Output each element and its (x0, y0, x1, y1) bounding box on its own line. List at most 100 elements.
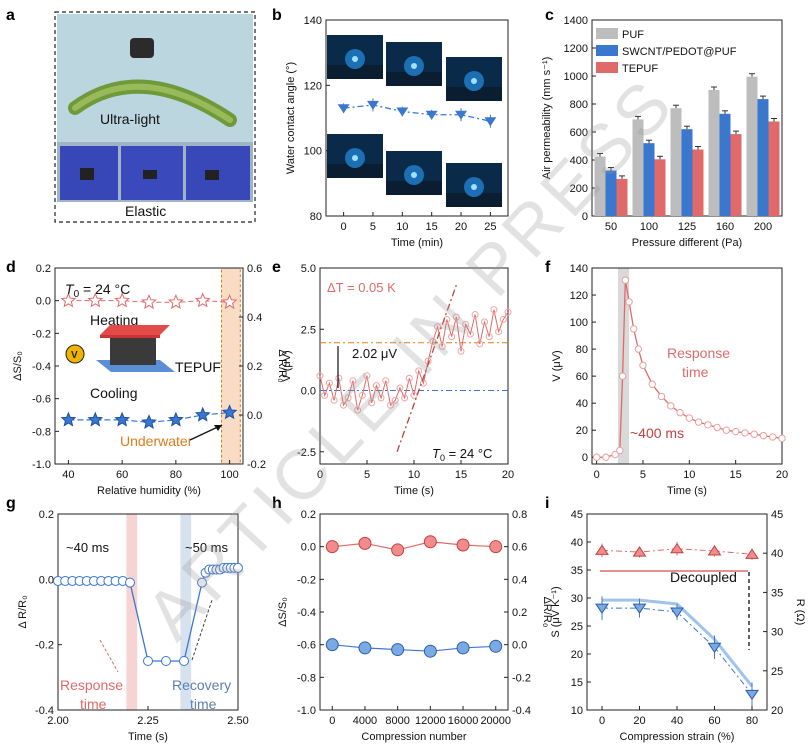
y2-tick-label: 0.2 (247, 361, 262, 373)
x-tick-label: 5 (640, 469, 646, 481)
recovery-shade (180, 514, 192, 710)
series-line-s (332, 541, 496, 551)
chart-h: -1.0 -0.8 -0.6 -0.4 -0.2 0.0 0.2 0 4000 8000 12000… (277, 509, 553, 743)
series-line (343, 104, 491, 122)
data-point-s (325, 540, 339, 554)
panel-label-i: i (545, 495, 549, 512)
y-tick-label: 30 (571, 593, 583, 605)
data-point (434, 323, 441, 331)
y-tick-label: -0.4 (32, 361, 51, 373)
data-point (657, 392, 666, 401)
x-tick-label: 0 (329, 715, 335, 727)
data-point (713, 423, 721, 432)
y-tick-label: 100 (304, 146, 322, 158)
data-point-s (358, 536, 372, 550)
data-point (731, 427, 740, 436)
bar (605, 170, 617, 216)
svg-text:T0 = 24 °C: T0 = 24 °C (65, 281, 130, 300)
data-point (382, 377, 390, 385)
x-tick-label: 160 (716, 221, 734, 233)
data-point (344, 394, 352, 402)
y-tick-label: -1.0 (32, 459, 51, 471)
y-tick-label: 0 (582, 452, 588, 464)
x-tick-label: 0 (599, 715, 605, 727)
data-point (358, 391, 366, 399)
y-axis-label: ΔS/S₀ (12, 351, 24, 381)
bar (730, 134, 742, 216)
x-tick-label: 2.25 (137, 715, 158, 727)
x-tick-label: 5 (364, 469, 370, 481)
bar (768, 121, 780, 216)
y-tick-label: 35 (571, 565, 583, 577)
data-point-s (167, 293, 184, 310)
bar (681, 129, 693, 216)
data-point (161, 656, 171, 666)
data-point-r (595, 603, 609, 614)
x-tick-label: 80 (170, 469, 182, 481)
data-point (602, 453, 610, 461)
y-axis-label: Δ R/R₀ (17, 595, 29, 628)
f-time-label: time (682, 364, 709, 380)
y2-tick-label: 0.8 (512, 509, 527, 521)
data-point (694, 418, 703, 426)
data-point-s (489, 540, 503, 554)
panel-label-c: c (545, 7, 554, 24)
data-point (704, 421, 712, 429)
x-tick-label: 15 (455, 469, 467, 481)
y2-axis-label: ΔR/R₀ (541, 597, 553, 628)
legend-label: SWCNT/PEDOT@PUF (622, 46, 737, 58)
y-tick-label: 45 (571, 509, 583, 521)
x-axis-label: Compression strain (%) (620, 731, 735, 743)
data-point (438, 342, 446, 350)
y-tick-label: -0.8 (32, 426, 51, 438)
x-tick-label: 80 (746, 715, 758, 727)
y-tick-label: -0.4 (297, 607, 316, 619)
y-tick-label: 400 (570, 155, 588, 167)
chart-e: -2.5 0.0 2.5 5.0 0 5 10 15 20 Time (s) V (μV) (281, 263, 514, 497)
x-axis-label: Time (s) (394, 485, 434, 497)
data-point (325, 379, 333, 387)
droplet-substrate (446, 87, 502, 101)
data-point (396, 107, 409, 117)
y-tick-label: 1200 (564, 43, 588, 55)
data-point (197, 577, 207, 588)
panel-label-g: g (6, 495, 16, 512)
y-tick-label: 140 (304, 15, 322, 27)
bar (632, 119, 644, 216)
droplet-substrate (327, 164, 383, 178)
plot-frame (319, 267, 509, 465)
droplet-substrate (386, 72, 442, 86)
data-point (481, 318, 488, 326)
droplet-substrate (446, 193, 502, 207)
x-tick-label: 100 (640, 221, 658, 233)
trend-curve (602, 598, 754, 688)
y2-tick-label: -0.4 (512, 705, 531, 717)
data-point-s (87, 292, 104, 308)
y2-tick-label: -0.2 (512, 672, 531, 684)
y2-tick-label: 20 (771, 705, 783, 717)
g-recovery-time-label: time (190, 696, 217, 712)
data-point-s (423, 535, 437, 549)
x-tick-label: 100 (220, 469, 238, 481)
g-ms2: ~50 ms (185, 540, 228, 555)
x-tick-label: 60 (116, 469, 128, 481)
droplet-highlight (411, 63, 417, 69)
y2-tick-label: -0.2 (247, 459, 266, 471)
chart-c: 0 200 400 600 800 1000 1200 1400 Pressure differ… (541, 15, 783, 249)
data-point (448, 333, 456, 341)
y-axis-label: S (μV K⁻¹) (550, 586, 562, 637)
chart-f: 0 20 40 60 80 100 120 140 0 5 10 15 20 Time (s) V (μV) (551, 263, 788, 497)
data-point-s (670, 542, 684, 554)
f-ms-label: ~400 ms (630, 425, 684, 441)
data-point (778, 434, 786, 443)
data-point (462, 320, 470, 328)
data-point-r (707, 642, 722, 654)
data-point (759, 431, 768, 440)
data-point-r (423, 644, 437, 658)
x-tick-label: 15 (730, 469, 742, 481)
response-shade (126, 514, 138, 710)
x-tick-label: 4000 (353, 715, 377, 727)
y2-tick-label: 30 (771, 627, 783, 639)
data-point (179, 656, 189, 666)
